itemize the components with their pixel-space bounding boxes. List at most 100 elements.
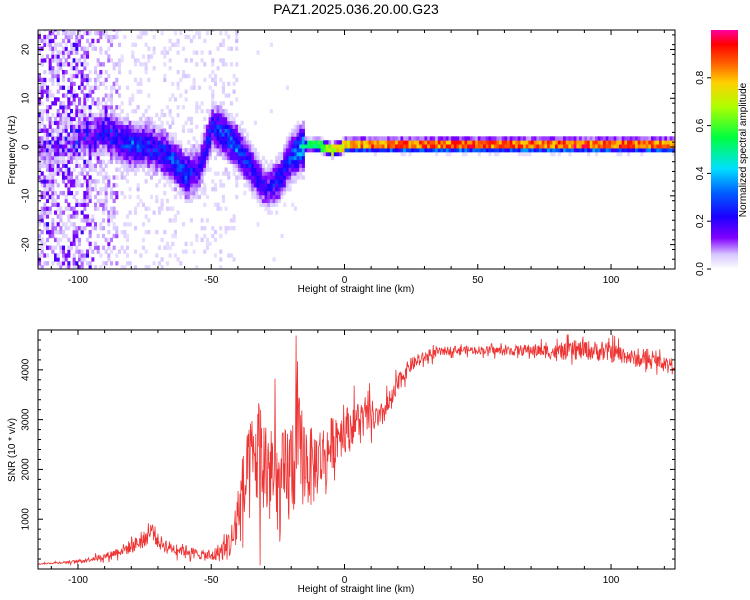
heatmap-cell — [339, 151, 343, 157]
heatmap-cell — [85, 144, 90, 149]
heatmap-cell — [141, 155, 146, 161]
heatmap-cell — [179, 194, 183, 200]
heatmap-cell — [115, 229, 119, 235]
heatmap-cell — [245, 171, 249, 176]
heatmap-cell — [243, 151, 247, 157]
heatmap-cell — [53, 210, 58, 215]
heatmap-cell — [168, 136, 172, 141]
heatmap-cell — [83, 112, 87, 118]
heatmap-cell — [227, 112, 231, 118]
heatmap-cell — [224, 136, 228, 141]
heatmap-cell — [144, 265, 148, 269]
heatmap-cell — [205, 132, 209, 137]
heatmap-cell — [85, 54, 90, 59]
heatmap-cell — [373, 148, 377, 153]
heatmap-cell — [136, 151, 140, 157]
heatmap-cell — [189, 241, 193, 246]
heatmap-cell — [59, 159, 63, 165]
heatmap-cell — [131, 151, 135, 157]
heatmap-cell — [104, 30, 108, 36]
heatmap-cell — [229, 218, 233, 223]
heatmap-cell — [227, 34, 231, 40]
heatmap-cell — [525, 140, 529, 145]
heatmap-cell — [56, 42, 60, 47]
heatmap-cell — [139, 30, 143, 36]
heatmap-cell — [56, 109, 60, 114]
heatmap-cell — [147, 140, 151, 145]
heatmap-cell — [456, 148, 460, 153]
heatmap-cell — [107, 46, 111, 51]
heatmap-cell — [77, 38, 82, 44]
heatmap-cell — [621, 148, 625, 153]
heatmap-cell — [232, 163, 236, 168]
heatmap-cell — [213, 112, 217, 118]
heatmap-cell — [387, 140, 391, 145]
heatmap-cell — [251, 167, 255, 172]
heatmap-cell — [112, 155, 116, 161]
heatmap-cell — [299, 171, 303, 176]
heatmap-cell — [59, 226, 63, 231]
heatmap-cell — [213, 101, 217, 106]
heatmap-cell — [200, 226, 204, 231]
heatmap-cell — [141, 120, 146, 126]
heatmap-cell — [152, 159, 156, 165]
heatmap-cell — [69, 190, 74, 196]
heatmap-cell — [53, 120, 58, 126]
heatmap-cell — [203, 233, 207, 239]
heatmap-cell — [48, 58, 52, 63]
heatmap-cell — [83, 77, 87, 83]
heatmap-cell — [208, 128, 212, 133]
heatmap-cell — [237, 144, 241, 149]
heatmap-cell — [379, 140, 383, 145]
heatmap-cell — [408, 136, 412, 141]
heatmap-cell — [189, 218, 193, 223]
heatmap-cell — [46, 42, 50, 47]
heatmap-cell — [643, 148, 647, 153]
heatmap-cell — [267, 194, 271, 200]
heatmap-cell — [285, 136, 289, 141]
heatmap-cell — [160, 159, 164, 165]
heatmap-cell — [152, 136, 156, 141]
heatmap-cell — [69, 73, 74, 79]
heatmap-cell — [261, 179, 265, 184]
heatmap-cell — [163, 144, 167, 149]
heatmap-cell — [75, 179, 79, 184]
heatmap-cell — [197, 194, 201, 200]
heatmap-cell — [488, 136, 492, 141]
heatmap-cell — [173, 30, 177, 36]
heatmap-cell — [195, 163, 199, 168]
heatmap-cell — [123, 222, 127, 227]
heatmap-cell — [240, 155, 244, 161]
heatmap-cell — [347, 136, 351, 141]
heatmap-cell — [51, 70, 55, 75]
heatmap-cell — [128, 101, 132, 106]
heatmap-cell — [123, 120, 127, 126]
heatmap-cell — [171, 120, 175, 126]
heatmap-cell — [101, 226, 106, 231]
heatmap-cell — [288, 179, 292, 184]
heatmap-cell — [595, 144, 599, 149]
heatmap-cell — [67, 132, 71, 137]
heatmap-cell — [115, 112, 119, 118]
heatmap-cell — [205, 237, 209, 243]
heatmap-cell — [528, 136, 532, 141]
heatmap-cell — [69, 206, 74, 211]
heatmap-cell — [125, 151, 130, 157]
heatmap-cell — [85, 140, 90, 145]
heatmap-cell — [416, 148, 420, 153]
heatmap-cell — [171, 218, 175, 223]
heatmap-cell — [216, 105, 220, 110]
heatmap-cell — [285, 167, 289, 172]
heatmap-cell — [56, 202, 60, 207]
heatmap-cell — [355, 144, 359, 149]
heatmap-cell — [51, 175, 55, 180]
heatmap-cell — [115, 136, 119, 141]
heatmap-cell — [83, 66, 87, 71]
y-tick-label: -20 — [21, 237, 32, 252]
heatmap-cell — [363, 144, 367, 149]
heatmap-cell — [91, 136, 95, 141]
heatmap-cell — [139, 148, 143, 153]
heatmap-cell — [264, 202, 268, 207]
heatmap-cell — [101, 187, 106, 192]
heatmap-cell — [67, 237, 71, 243]
